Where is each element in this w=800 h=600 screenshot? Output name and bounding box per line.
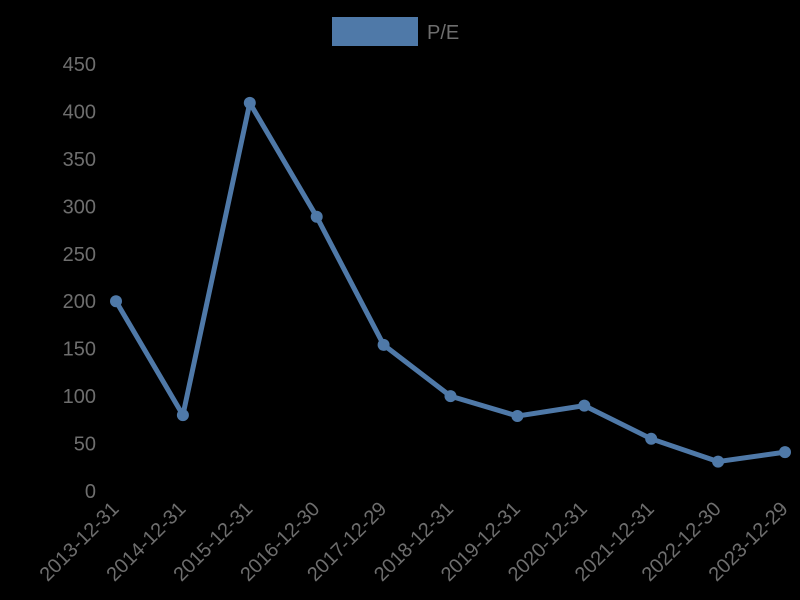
data-point-marker <box>444 390 457 403</box>
data-point-marker <box>176 409 189 422</box>
data-point-marker <box>243 96 256 109</box>
series-line-pe <box>113 100 786 465</box>
legend-swatch-pe <box>332 17 418 46</box>
data-point-marker <box>578 399 591 412</box>
data-point-marker <box>511 410 524 423</box>
y-tick-label: 400 <box>63 101 96 123</box>
data-point-marker <box>110 295 122 308</box>
y-tick-label: 300 <box>63 196 96 218</box>
data-point-marker <box>712 455 725 468</box>
data-point-marker <box>310 210 323 223</box>
y-tick-label: 250 <box>63 244 96 266</box>
y-tick-label: 350 <box>63 149 96 171</box>
x-axis: 2013-12-312014-12-312015-12-312016-12-30… <box>36 498 793 586</box>
data-point-marker <box>377 338 390 351</box>
chart-legend: P/E <box>332 17 459 46</box>
y-tick-label: 450 <box>63 54 96 76</box>
data-point-marker <box>779 446 791 459</box>
y-tick-label: 0 <box>85 481 96 503</box>
y-axis: 0 50 100 150 200 250 300 350 400 450 <box>63 54 96 503</box>
y-tick-label: 150 <box>63 339 96 361</box>
plot-area <box>110 96 791 468</box>
y-tick-label: 50 <box>74 434 96 456</box>
y-tick-label: 200 <box>63 291 96 313</box>
y-tick-label: 100 <box>63 386 96 408</box>
legend-label-pe: P/E <box>427 22 459 44</box>
data-point-marker <box>645 432 658 445</box>
